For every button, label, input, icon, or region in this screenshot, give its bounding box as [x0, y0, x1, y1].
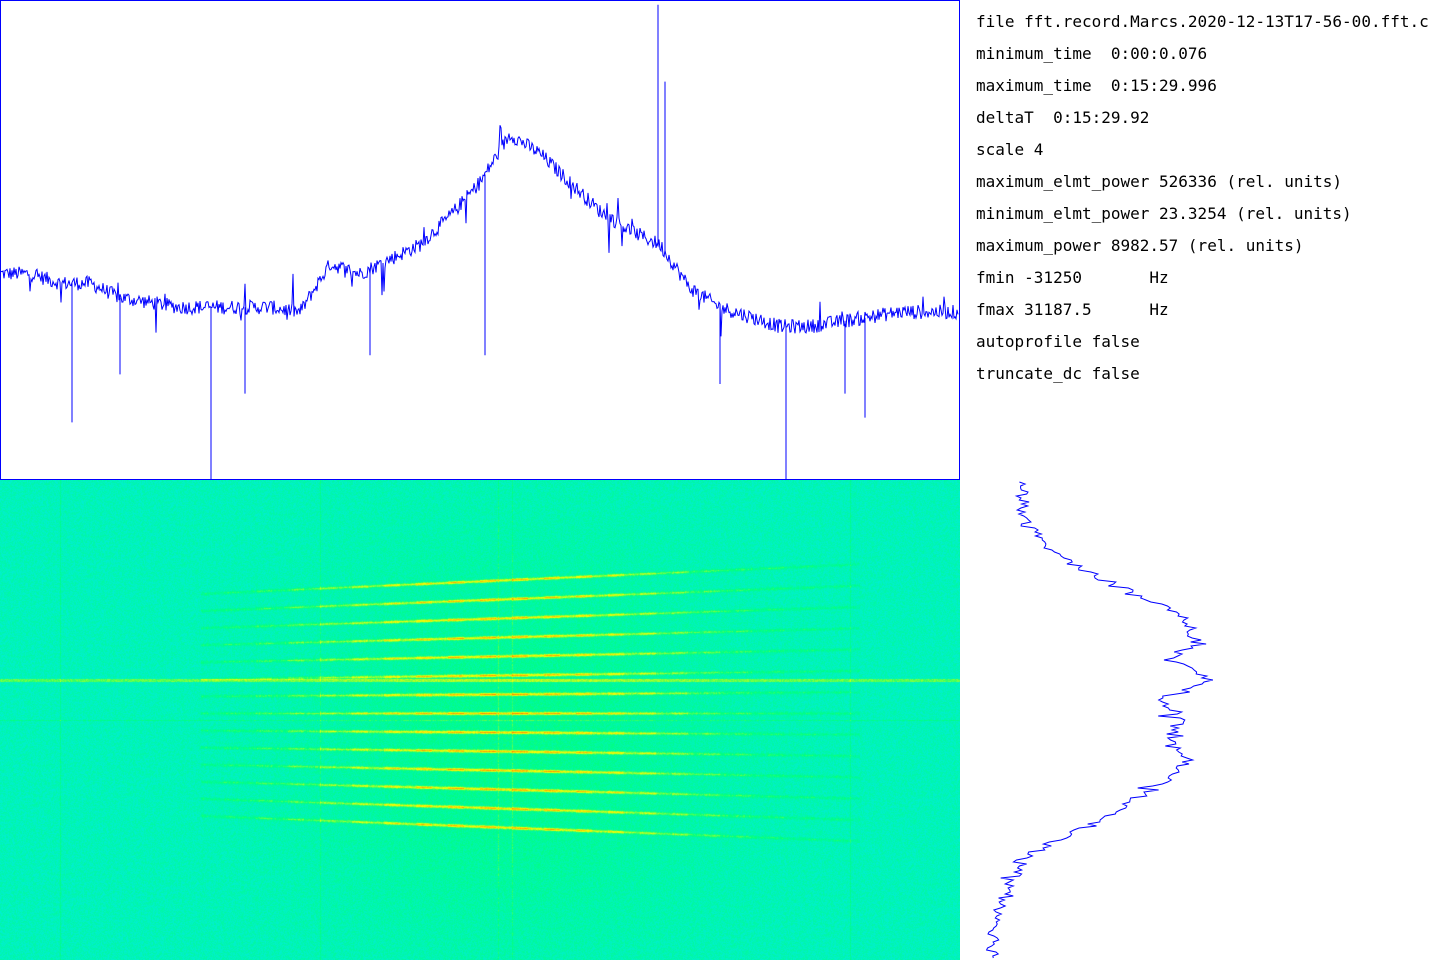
info-truncate-dc: truncate_dc false — [976, 364, 1140, 383]
info-fmin: fmin -31250 Hz — [976, 268, 1169, 287]
info-scale: scale 4 — [976, 140, 1044, 159]
power-spikes — [71, 4, 866, 480]
spectrogram-waterfall — [0, 480, 960, 960]
frequency-profile-plot — [985, 481, 1214, 959]
info-fmax: fmax 31187.5 Hz — [976, 300, 1169, 319]
profile-series-line — [985, 481, 1214, 959]
power-series-line — [0, 125, 959, 337]
info-maximum-power: maximum_power 8982.57 (rel. units) — [976, 236, 1304, 255]
power-time-plot — [0, 0, 960, 480]
info-delta-t: deltaT 0:15:29.92 — [976, 108, 1150, 127]
info-file: file fft.record.Marcs.2020-12-13T17-56-0… — [976, 12, 1429, 31]
info-maximum-time: maximum_time 0:15:29.996 — [976, 76, 1217, 95]
info-minimum-elmt-power: minimum_elmt_power 23.3254 (rel. units) — [976, 204, 1352, 223]
info-autoprofile: autoprofile false — [976, 332, 1140, 351]
info-maximum-elmt-power: maximum_elmt_power 526336 (rel. units) — [976, 172, 1343, 191]
plot-frame — [0, 0, 960, 480]
info-minimum-time: minimum_time 0:00:0.076 — [976, 44, 1208, 63]
info-panel: file fft.record.Marcs.2020-12-13T17-56-0… — [976, 10, 1440, 390]
